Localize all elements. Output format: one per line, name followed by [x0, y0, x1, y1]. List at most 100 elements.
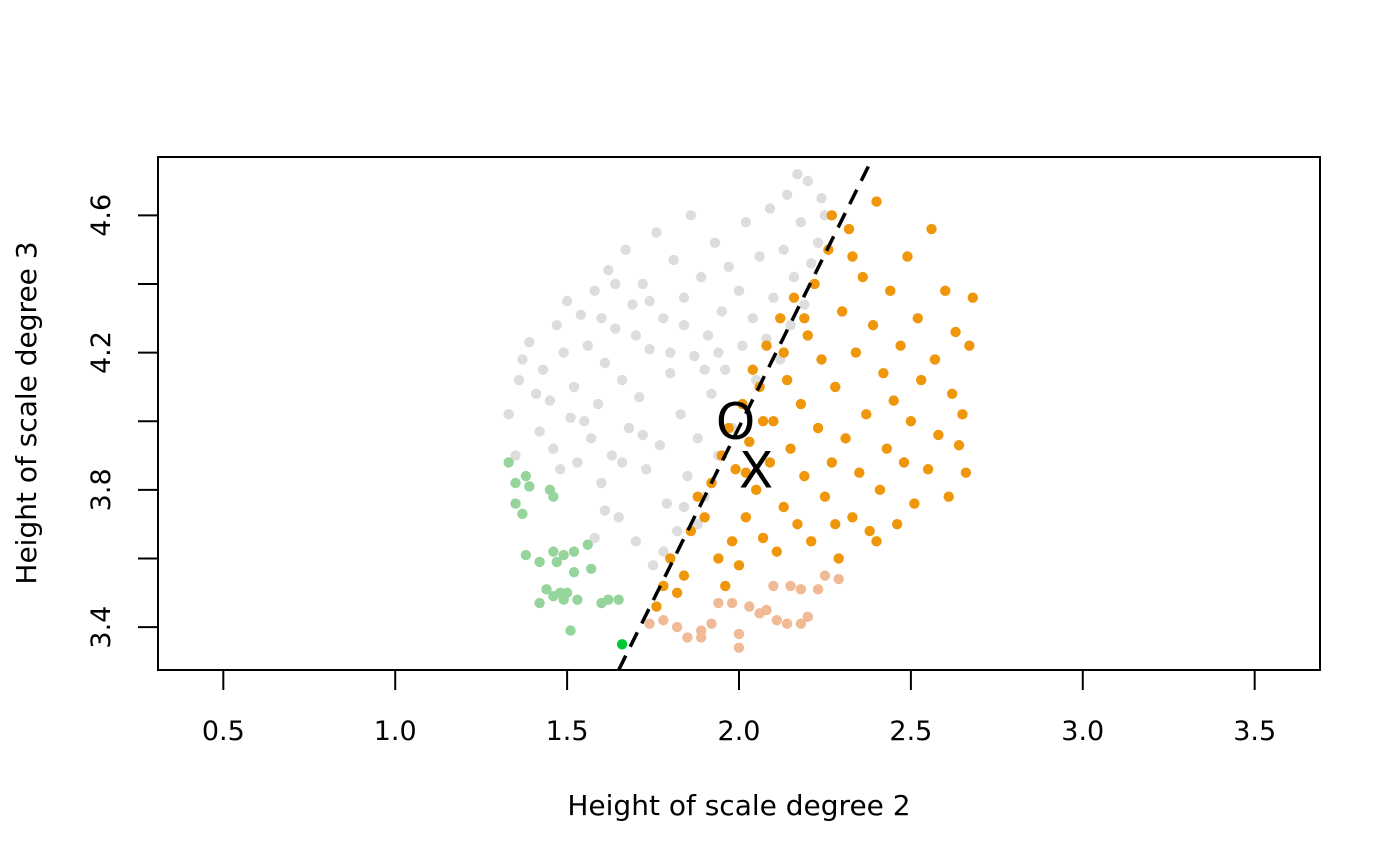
data-point	[771, 546, 783, 557]
data-point	[678, 570, 690, 581]
data-point	[678, 501, 690, 513]
data-point	[616, 457, 628, 468]
data-point	[768, 292, 779, 303]
data-point	[826, 457, 838, 468]
data-point	[658, 615, 669, 626]
data-point	[757, 532, 769, 544]
data-point	[682, 632, 693, 643]
data-point	[929, 354, 941, 365]
data-point	[654, 440, 666, 451]
data-point	[781, 374, 793, 386]
data-point	[792, 518, 803, 530]
data-point	[702, 330, 714, 341]
data-point	[888, 395, 899, 406]
x-tick-label: 0.5	[202, 716, 245, 747]
data-point	[840, 433, 851, 444]
data-point	[513, 374, 525, 386]
data-point	[630, 330, 642, 341]
data-point	[689, 350, 700, 362]
data-point	[623, 422, 635, 434]
marker-x: X	[739, 441, 773, 499]
data-point	[665, 553, 676, 564]
data-point	[778, 244, 789, 255]
data-point	[713, 597, 724, 609]
data-point	[640, 464, 652, 475]
data-point	[785, 319, 796, 331]
data-point	[658, 313, 669, 324]
data-point	[644, 343, 655, 355]
data-point	[610, 278, 621, 290]
data-point	[816, 354, 827, 365]
data-point	[558, 549, 569, 561]
data-point	[548, 491, 559, 502]
data-point	[730, 464, 741, 475]
data-point	[847, 512, 858, 523]
data-point	[661, 498, 673, 509]
data-point	[747, 364, 758, 375]
data-point	[826, 210, 838, 221]
x-axis-title: Height of scale degree 2	[567, 789, 910, 822]
data-point	[510, 477, 521, 489]
x-tick-label: 2.0	[718, 716, 761, 747]
data-point	[568, 567, 580, 578]
data-point	[503, 457, 514, 468]
data-point	[616, 374, 628, 386]
x-tick-label: 3.5	[1233, 716, 1276, 747]
data-point	[568, 546, 580, 557]
data-point	[589, 532, 600, 544]
data-point	[713, 553, 724, 564]
data-point	[692, 518, 703, 530]
data-point	[548, 546, 559, 557]
data-point	[592, 398, 604, 410]
data-point	[809, 278, 820, 290]
data-point	[551, 556, 562, 568]
data-point	[799, 299, 810, 310]
data-point	[610, 323, 621, 334]
data-point	[723, 422, 734, 434]
data-point	[558, 347, 569, 358]
data-point	[692, 433, 703, 444]
data-point	[819, 491, 831, 502]
data-point	[678, 292, 690, 303]
data-point	[761, 604, 772, 616]
data-point	[575, 309, 587, 321]
data-point	[561, 295, 573, 307]
y-tick-label: 4.2	[86, 331, 117, 374]
data-point	[912, 313, 923, 324]
data-point	[716, 306, 728, 317]
data-point	[537, 364, 549, 375]
data-point	[964, 340, 975, 351]
data-point	[524, 337, 535, 348]
data-point	[541, 584, 552, 595]
data-point	[802, 175, 813, 187]
data-point	[637, 429, 648, 441]
data-point	[940, 285, 951, 297]
data-point	[874, 484, 886, 496]
data-point	[764, 457, 776, 468]
data-point	[671, 621, 683, 633]
data-point	[754, 251, 765, 262]
data-point	[699, 512, 710, 523]
y-tick-label: 3.4	[86, 606, 117, 649]
data-point	[671, 525, 683, 537]
data-point	[572, 594, 583, 605]
data-point	[764, 203, 776, 214]
data-point	[802, 611, 813, 623]
data-point	[960, 467, 972, 478]
data-point	[737, 398, 748, 410]
data-point	[819, 570, 831, 581]
data-point	[881, 443, 893, 454]
data-point	[651, 227, 662, 238]
y-tick-label: 3.8	[86, 468, 117, 511]
data-point	[802, 330, 813, 341]
data-point	[627, 299, 638, 310]
data-point	[768, 580, 779, 592]
data-point	[695, 271, 707, 283]
data-point	[775, 313, 786, 324]
data-point	[520, 549, 532, 561]
data-point	[847, 251, 858, 262]
data-point	[909, 498, 920, 509]
data-point	[524, 481, 535, 492]
data-point	[733, 642, 745, 653]
x-tick-label: 2.5	[889, 716, 932, 747]
